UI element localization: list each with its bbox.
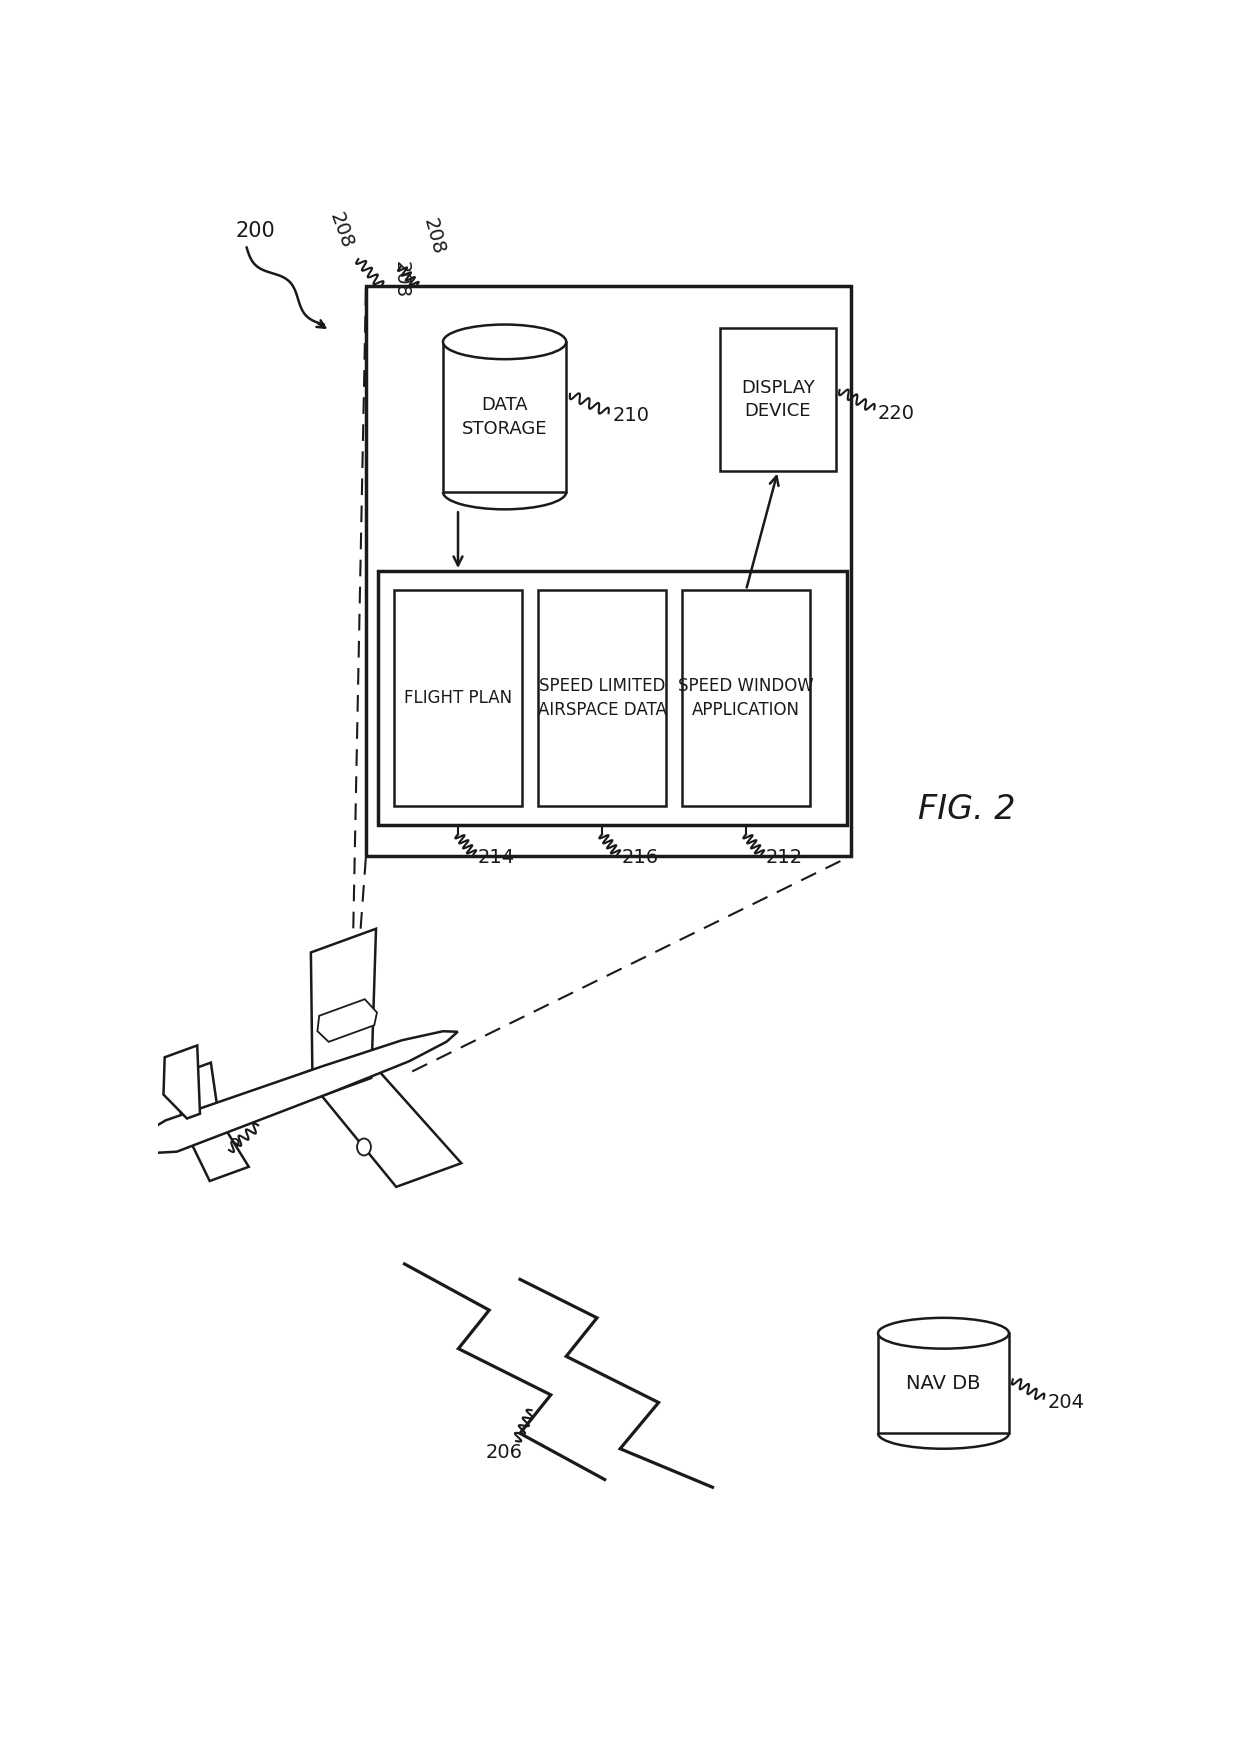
Text: 208: 208	[420, 216, 448, 256]
Polygon shape	[304, 1052, 461, 1186]
Text: 208: 208	[391, 261, 410, 298]
Text: DISPLAY
DEVICE: DISPLAY DEVICE	[742, 378, 815, 420]
Polygon shape	[172, 1063, 221, 1141]
Bar	[682, 591, 810, 807]
Polygon shape	[181, 1110, 249, 1181]
Bar	[538, 591, 666, 807]
Text: 212: 212	[765, 848, 802, 868]
Polygon shape	[164, 1045, 200, 1118]
Text: SPEED LIMITED
AIRSPACE DATA: SPEED LIMITED AIRSPACE DATA	[538, 678, 666, 719]
Ellipse shape	[443, 324, 567, 359]
Bar	[377, 571, 847, 826]
Bar	[720, 329, 836, 470]
Polygon shape	[311, 928, 376, 1099]
Text: 204: 204	[1048, 1394, 1085, 1413]
Text: 220: 220	[878, 404, 915, 423]
Text: FLIGHT PLAN: FLIGHT PLAN	[404, 690, 512, 707]
Text: 206: 206	[486, 1442, 523, 1462]
Text: DATA
STORAGE: DATA STORAGE	[461, 395, 547, 437]
Polygon shape	[133, 1031, 458, 1153]
Text: 210: 210	[613, 406, 650, 425]
Bar	[878, 1333, 1009, 1434]
Text: NAV DB: NAV DB	[906, 1374, 981, 1394]
Bar	[394, 591, 522, 807]
Text: 216: 216	[621, 848, 658, 868]
Text: 208: 208	[326, 211, 357, 251]
Ellipse shape	[357, 1139, 371, 1155]
Text: 200: 200	[236, 221, 275, 242]
Text: 202: 202	[203, 1139, 243, 1158]
Polygon shape	[317, 1000, 377, 1042]
Bar	[366, 286, 851, 855]
Text: 214: 214	[477, 848, 515, 868]
Text: SPEED WINDOW
APPLICATION: SPEED WINDOW APPLICATION	[678, 678, 813, 719]
Bar	[443, 341, 567, 491]
Text: FIG. 2: FIG. 2	[918, 793, 1016, 826]
Ellipse shape	[878, 1319, 1009, 1348]
